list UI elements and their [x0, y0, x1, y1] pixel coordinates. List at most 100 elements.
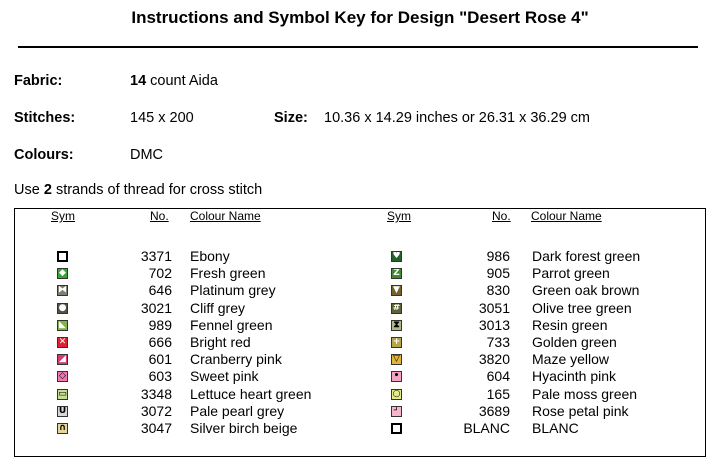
colour-name: Golden green [532, 334, 617, 350]
symbol-swatch: Z [391, 268, 402, 279]
colour-name: BLANC [532, 420, 579, 436]
colour-name: Olive tree green [532, 300, 632, 316]
dmc-number: 666 [148, 334, 172, 350]
header-name-right: Colour Name [531, 209, 602, 223]
symbol-swatch [57, 251, 68, 262]
symbol-swatch: ▭ [57, 389, 68, 400]
symbol-swatch: ○ [391, 389, 402, 400]
dmc-number: BLANC [463, 420, 510, 436]
colour-name: Cranberry pink [190, 351, 282, 367]
colour-name: Fresh green [190, 265, 266, 281]
dmc-number: 3013 [478, 317, 510, 333]
colour-name: Dark forest green [532, 248, 641, 264]
symbol-swatch: ∩ [57, 423, 68, 434]
table-row: ♥ 986 Dark forest green [0, 248, 720, 265]
table-row: ○ 165 Pale moss green [0, 386, 720, 403]
symbol-swatch: ◇ [57, 371, 68, 382]
colour-name: Ebony [190, 248, 230, 264]
dmc-number: 702 [148, 265, 172, 281]
colour-name: Bright red [190, 334, 251, 350]
fabric-value: 14 count Aida [130, 73, 218, 89]
colour-name: Sweet pink [190, 368, 259, 384]
symbol-swatch [391, 423, 402, 434]
table-row: ┘ 3689 Rose petal pink [0, 403, 720, 420]
symbol-swatch: ◣ [57, 320, 68, 331]
colour-name: Lettuce heart green [190, 386, 312, 402]
dmc-number: 165 [486, 386, 510, 402]
size-value: 10.36 x 14.29 inches or 26.31 x 36.29 cm [324, 110, 591, 126]
table-row: ✕ 666 Bright red [0, 334, 720, 351]
dmc-number: 905 [486, 265, 510, 281]
dmc-number: 601 [148, 351, 172, 367]
table-row: ▭ 3348 Lettuce heart green [0, 386, 720, 403]
colour-name: Platinum grey [190, 282, 276, 298]
symbol-swatch: ▼ [391, 285, 402, 296]
colour-name: Fennel green [190, 317, 273, 333]
table-row: Z 905 Parrot green [0, 265, 720, 282]
table-row: #3051 Olive tree green [0, 300, 720, 317]
fabric-count: 14 [130, 73, 147, 89]
colour-name: Green oak brown [532, 282, 640, 298]
table-row: ◆ 702 Fresh green [0, 265, 720, 282]
symbol-swatch: ● [57, 303, 68, 314]
dmc-number: 3021 [140, 300, 172, 316]
table-row: ● 3021 Cliff grey [0, 300, 720, 317]
strand-count: 2 [43, 182, 52, 198]
table-row: ◣ 989 Fennel green [0, 317, 720, 334]
symbol-swatch: ♥ [391, 251, 402, 262]
table-row: +733 Golden green [0, 334, 720, 351]
symbol-swatch: U [57, 406, 68, 417]
dmc-number: 3047 [140, 420, 172, 436]
colour-name: Rose petal pink [532, 403, 629, 419]
table-row: ∩ 3047 Silver birch beige [0, 420, 720, 437]
colour-name: Resin green [532, 317, 608, 333]
dmc-number: 3689 [478, 403, 510, 419]
symbol-swatch: ✕ [57, 337, 68, 348]
dmc-number: 3820 [478, 351, 510, 367]
symbol-swatch: ⧗ [391, 320, 402, 331]
symbol-key-table [14, 208, 706, 457]
table-row: BLANC BLANC [0, 420, 720, 437]
instruction-post: strands of thread for cross stitch [55, 182, 263, 198]
colour-name: Parrot green [532, 265, 610, 281]
stitches-value: 145 x 200 [130, 110, 194, 126]
header-no-left: No. [150, 209, 169, 223]
colour-name: Hyacinth pink [532, 368, 617, 384]
dmc-number: 989 [148, 317, 172, 333]
table-row: U 3072 Pale pearl grey [0, 403, 720, 420]
page-title: Instructions and Symbol Key for Design "… [131, 8, 589, 27]
header-name-left: Colour Name [190, 209, 261, 223]
dmc-number: 986 [486, 248, 510, 264]
dmc-number: 646 [148, 282, 172, 298]
header-no-right: No. [492, 209, 511, 223]
symbol-swatch: ◢ [57, 354, 68, 365]
fabric-type: count Aida [150, 73, 218, 89]
dmc-number: 3072 [140, 403, 172, 419]
dmc-number: 604 [486, 368, 510, 384]
instruction-pre: Use [14, 182, 40, 198]
colour-name: Maze yellow [532, 351, 610, 367]
instruction-text: Use 2 strands of thread for cross stitch [14, 182, 262, 198]
dmc-number: 603 [148, 368, 172, 384]
title-divider [18, 46, 698, 48]
colour-name: Pale moss green [532, 386, 638, 402]
table-row: ⧓ 646 Platinum grey [0, 282, 720, 299]
table-row: ▼ 830 Green oak brown [0, 282, 720, 299]
dmc-number: 3051 [478, 300, 510, 316]
header-sym-right: Sym [387, 209, 411, 223]
table-row: ◢ 601 Cranberry pink [0, 351, 720, 368]
fabric-label: Fabric: [14, 73, 63, 89]
symbol-swatch: + [391, 337, 402, 348]
table-row: ▽ 3820 Maze yellow [0, 351, 720, 368]
dmc-number: 3371 [140, 248, 172, 264]
colour-name: Cliff grey [190, 300, 245, 316]
table-row: 3371 Ebony [0, 248, 720, 265]
table-row: ◇ 603 Sweet pink [0, 368, 720, 385]
table-row: ⧗ 3013 Resin green [0, 317, 720, 334]
colour-name: Silver birch beige [190, 420, 298, 436]
symbol-swatch: • [391, 371, 402, 382]
symbol-swatch: ⧓ [57, 285, 68, 296]
symbol-swatch: ┘ [391, 406, 402, 417]
stitches-label: Stitches: [14, 110, 76, 126]
symbol-swatch: ▽ [391, 354, 402, 365]
